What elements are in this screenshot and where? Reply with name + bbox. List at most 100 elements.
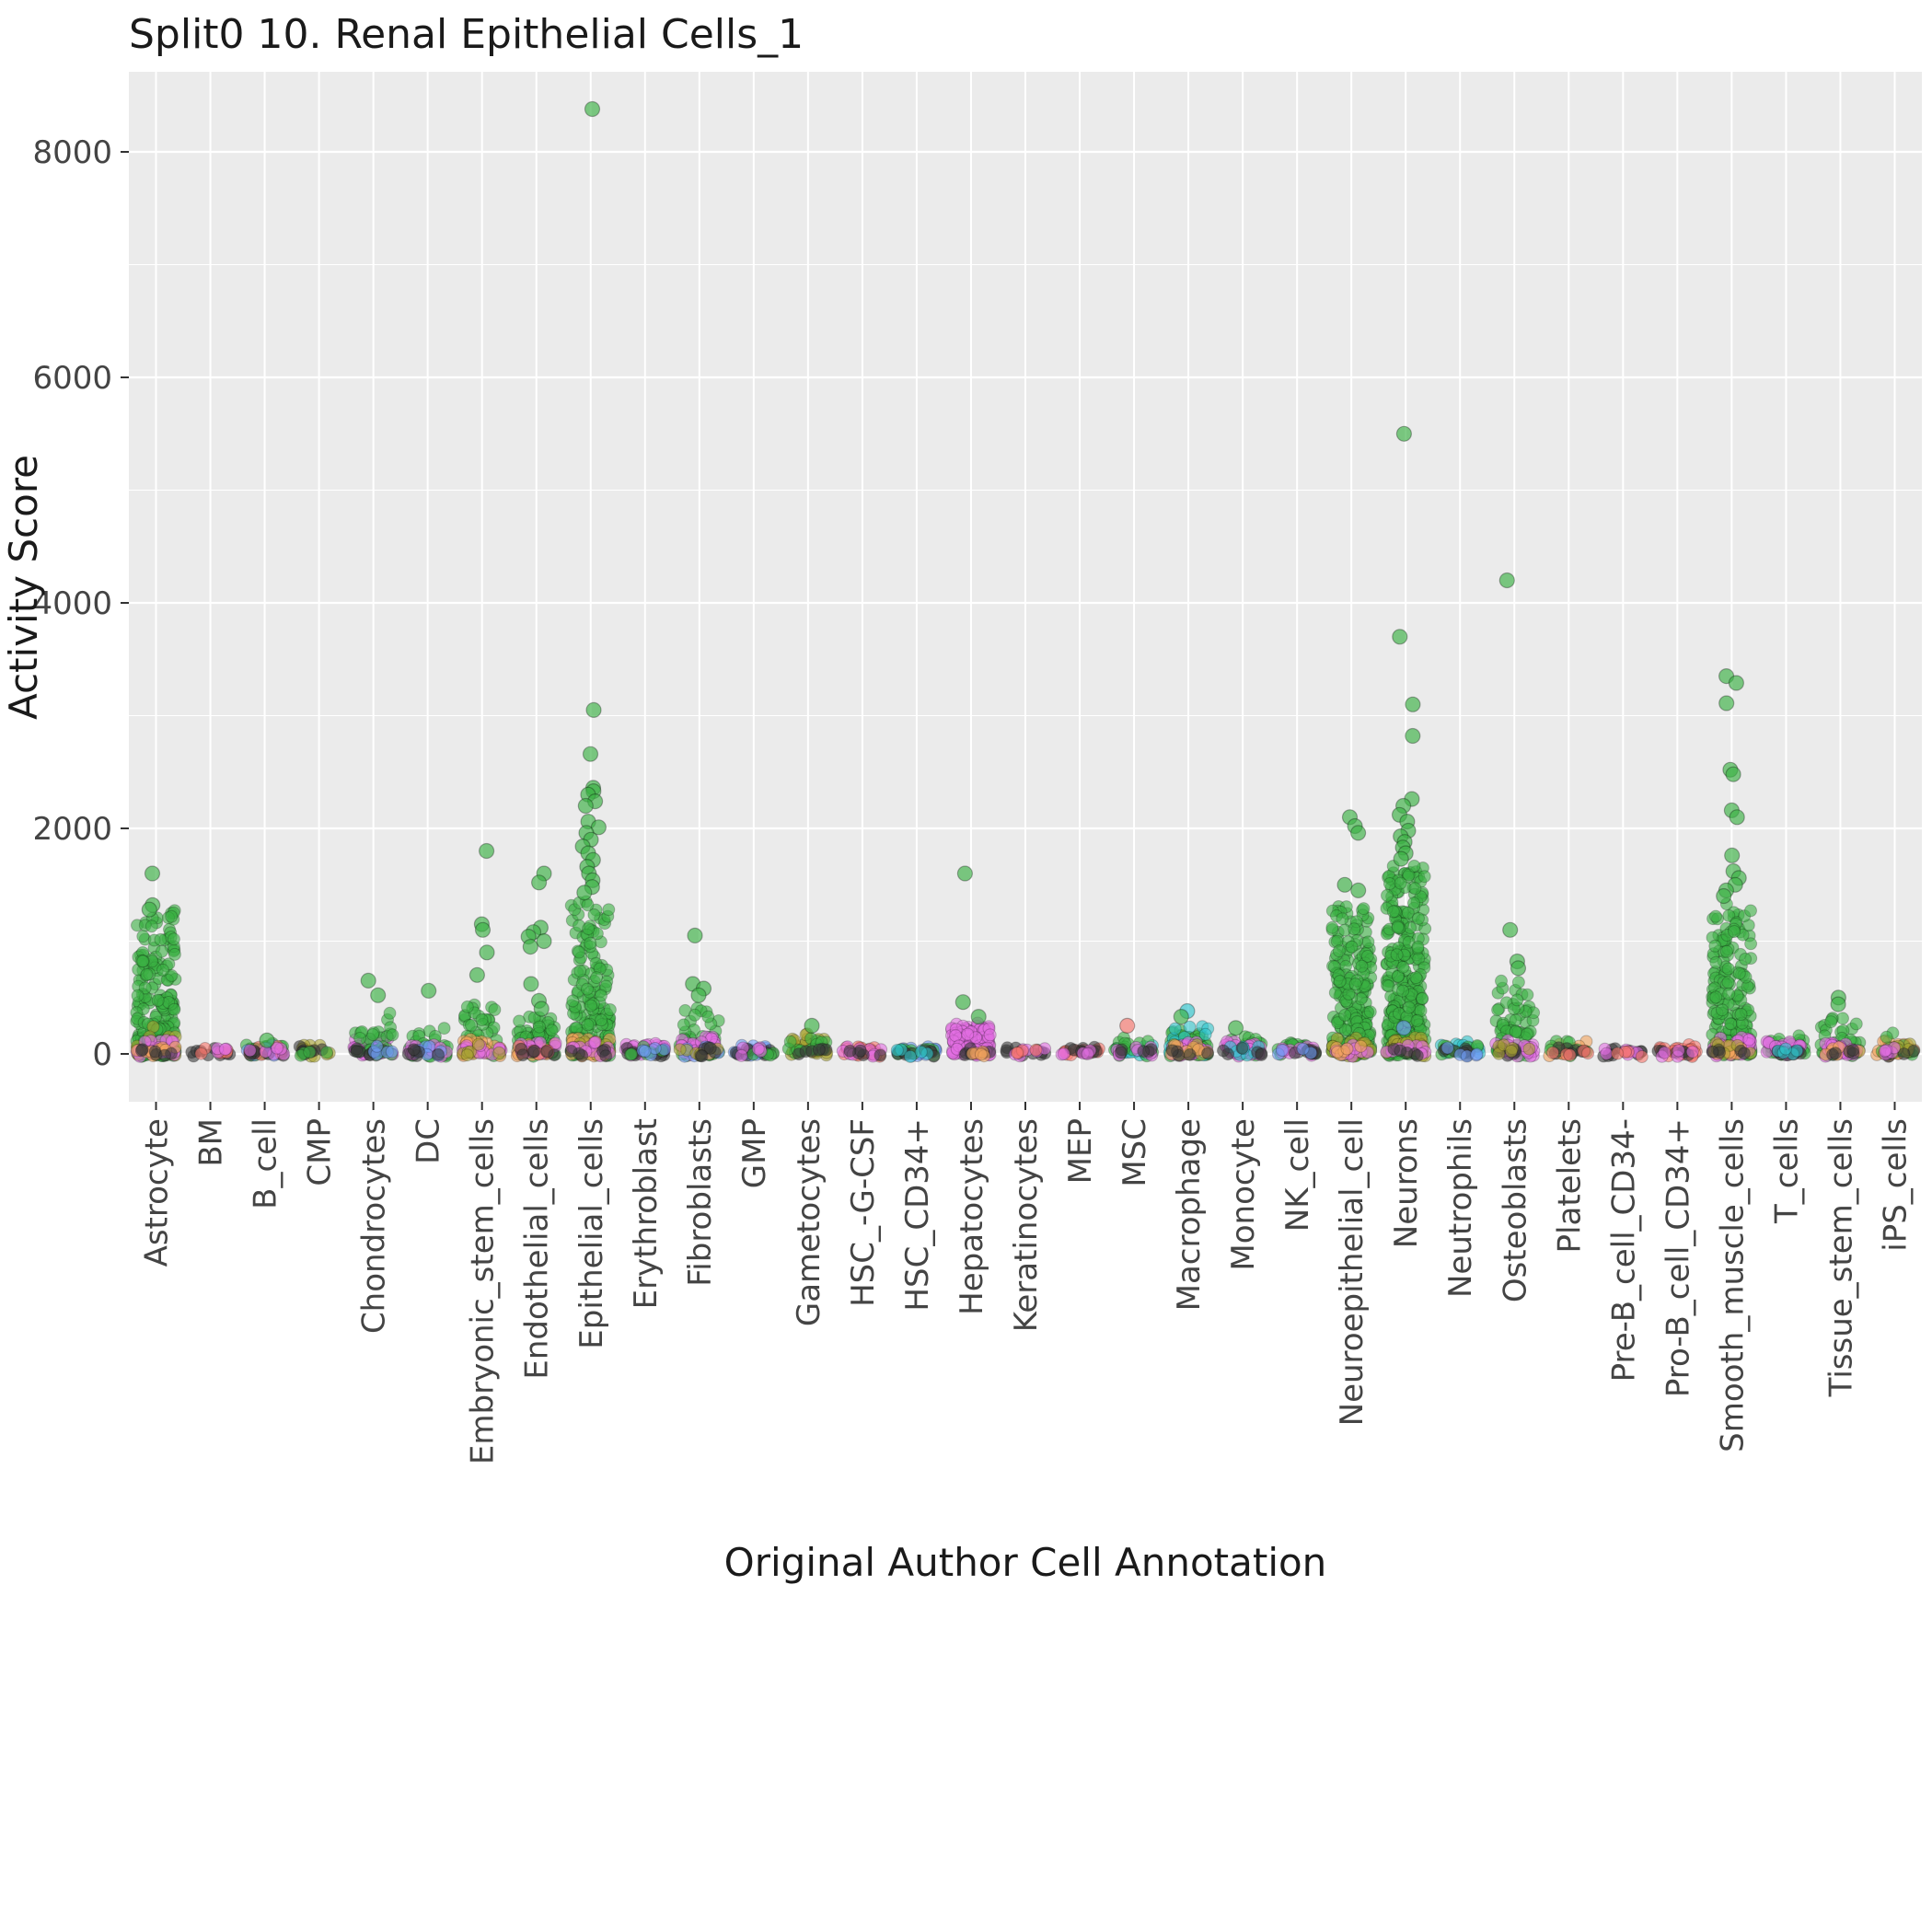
- data-point: [140, 967, 154, 981]
- x-tick-label: Gametocytes: [791, 1118, 827, 1326]
- data-point: [587, 908, 601, 921]
- data-point: [1510, 993, 1524, 1007]
- data-point: [1394, 876, 1407, 890]
- data-point: [1338, 1008, 1352, 1022]
- data-point: [1709, 990, 1723, 1004]
- x-tick-label: MSC: [1116, 1118, 1153, 1187]
- data-point: [873, 1048, 887, 1062]
- outlier-point: [141, 901, 157, 918]
- outlier-point: [687, 927, 703, 944]
- data-point: [581, 982, 594, 996]
- data-point: [540, 1045, 553, 1059]
- outlier-point: [970, 1008, 987, 1025]
- outlier-point: [1729, 809, 1745, 826]
- data-point: [516, 1048, 529, 1062]
- outlier-point: [1498, 572, 1515, 589]
- data-point: [564, 1044, 578, 1058]
- data-point: [533, 1020, 546, 1034]
- data-point: [1390, 948, 1404, 962]
- data-point: [350, 1045, 364, 1059]
- data-point: [1716, 1003, 1729, 1017]
- data-point: [1880, 1030, 1893, 1044]
- outlier-point: [469, 966, 486, 983]
- data-point: [1511, 976, 1525, 989]
- outlier-point: [1718, 695, 1735, 711]
- outlier-point: [585, 701, 602, 719]
- y-tick-label: 6000: [32, 360, 112, 397]
- x-tick-label: iPS_cells: [1877, 1118, 1914, 1252]
- outlier-point: [956, 865, 974, 882]
- x-tick-label: GMP: [736, 1118, 773, 1188]
- data-point: [1491, 1003, 1505, 1017]
- data-point: [1719, 944, 1733, 958]
- data-point: [1355, 959, 1369, 973]
- data-point: [243, 1044, 257, 1058]
- outlier-point: [478, 842, 495, 860]
- x-tick-label: Platelets: [1551, 1118, 1588, 1253]
- outlier-point: [421, 982, 437, 1000]
- data-point: [1391, 920, 1405, 934]
- data-point: [1563, 1048, 1577, 1062]
- data-point: [812, 1043, 826, 1057]
- x-tick-label: B_cell: [248, 1118, 284, 1209]
- data-point: [383, 1006, 397, 1020]
- y-axis-title: Activity Score: [1, 455, 46, 720]
- data-point: [1879, 1044, 1892, 1058]
- x-tick-label: T_cells: [1768, 1118, 1805, 1224]
- data-point: [1709, 909, 1722, 923]
- outlier-point: [954, 994, 971, 1011]
- data-point: [385, 1045, 399, 1059]
- outlier-point: [144, 865, 161, 882]
- data-point: [1495, 974, 1508, 988]
- y-tick-label: 2000: [32, 811, 112, 848]
- data-point: [1396, 984, 1409, 998]
- data-point: [581, 1018, 595, 1032]
- chart-title: Split0 10. Renal Epithelial Cells_1: [129, 11, 804, 58]
- data-point: [1846, 1043, 1860, 1057]
- data-point: [475, 1013, 489, 1026]
- data-point: [154, 932, 168, 946]
- data-point: [1722, 987, 1736, 1001]
- data-point: [673, 1043, 687, 1057]
- outlier-point: [1724, 847, 1741, 864]
- data-point: [1354, 1039, 1368, 1053]
- x-tick-label: Hepatocytes: [954, 1118, 990, 1315]
- data-point: [1440, 1041, 1454, 1055]
- data-point: [145, 920, 158, 933]
- x-tick-label: Neuroepithelial_cell: [1334, 1118, 1371, 1426]
- x-tick-label: Pre-B_cell_CD34-: [1605, 1118, 1642, 1382]
- data-point: [599, 1049, 613, 1063]
- data-point: [1333, 975, 1347, 989]
- data-point: [573, 965, 587, 978]
- data-point: [890, 1044, 904, 1057]
- data-point: [1849, 1017, 1863, 1031]
- data-point: [1201, 1047, 1215, 1060]
- outlier-point: [1393, 850, 1409, 867]
- outlier-point: [533, 1001, 550, 1017]
- data-point: [527, 1045, 541, 1058]
- data-point: [471, 1037, 485, 1051]
- y-tick-label: 8000: [32, 134, 112, 171]
- data-point: [1381, 888, 1394, 902]
- data-point: [961, 1027, 975, 1041]
- x-tick-label: Epithelial_cells: [573, 1118, 610, 1349]
- data-point: [701, 1010, 715, 1024]
- data-point: [1672, 1044, 1685, 1058]
- outlier-point: [1119, 1017, 1136, 1035]
- x-tick-label: Neurons: [1388, 1118, 1425, 1248]
- data-point: [602, 903, 616, 917]
- data-point: [437, 1022, 451, 1035]
- data-point: [695, 1049, 709, 1063]
- data-point: [1836, 1012, 1849, 1025]
- outlier-point: [1349, 825, 1367, 841]
- x-tick-label: Astrocyte: [139, 1118, 176, 1267]
- x-tick-label: NK_cell: [1279, 1118, 1316, 1232]
- data-point: [573, 945, 585, 959]
- data-point: [366, 1028, 380, 1041]
- data-point: [320, 1046, 333, 1059]
- data-point: [460, 1048, 474, 1062]
- data-point: [1410, 1013, 1424, 1027]
- x-tick-label: Macrophage: [1171, 1118, 1208, 1311]
- x-tick-label: Smooth_muscle_cells: [1714, 1118, 1751, 1452]
- data-point: [1732, 966, 1746, 980]
